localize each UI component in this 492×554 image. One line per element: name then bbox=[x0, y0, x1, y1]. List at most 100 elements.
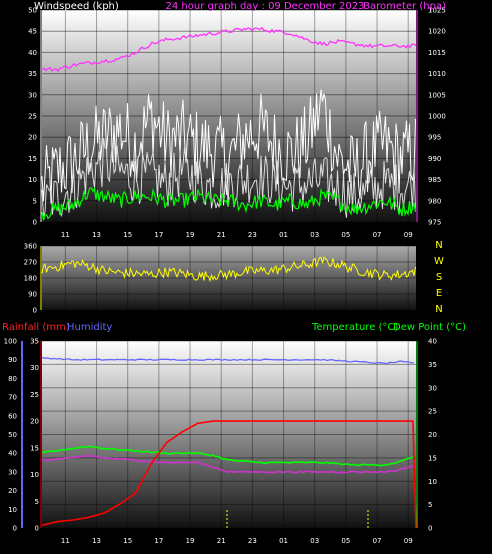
windspeed-tick-label: 45 bbox=[28, 28, 37, 36]
direction-plot-area bbox=[42, 246, 416, 310]
windspeed-tick-label: 50 bbox=[28, 7, 37, 15]
humidity-line bbox=[41, 356, 415, 365]
temperature-tick-label: 15 bbox=[428, 454, 437, 462]
temperature-legend: Temperature (°C) bbox=[311, 322, 398, 333]
rainfall-tick-label: 15 bbox=[30, 444, 39, 452]
windspeed-tick-label: 30 bbox=[28, 91, 37, 99]
barometer-tick-label: 1020 bbox=[428, 28, 446, 36]
humidity-tick-label: 90 bbox=[8, 356, 17, 364]
temperature-tick-label: 30 bbox=[428, 384, 437, 392]
windspeed-axis-title: Windspeed (kph) bbox=[34, 1, 119, 12]
direction-axes: 0 90 180 270 360 bbox=[24, 243, 42, 315]
barometer-tick-label: 985 bbox=[428, 176, 441, 184]
windspeed-x-tick-label: 11 bbox=[61, 231, 70, 239]
windspeed-tick-label: 5 bbox=[33, 197, 37, 205]
barometer-tick-label: 1005 bbox=[428, 91, 446, 99]
humidity-tick-label: 20 bbox=[8, 487, 17, 495]
rainfall-tick-label: 0 bbox=[35, 525, 39, 533]
windspeed-x-tick-label: 15 bbox=[123, 231, 132, 239]
barometer-tick-label: 980 bbox=[428, 197, 441, 205]
direction-tick-label: 360 bbox=[24, 243, 37, 251]
rainfall-tick-label: 10 bbox=[30, 471, 39, 479]
rainfall-tick-label: 5 bbox=[35, 498, 39, 506]
windspeed-x-tick-label: 09 bbox=[404, 231, 413, 239]
direction-tick-label: 90 bbox=[28, 291, 37, 299]
humidity-tick-label: 30 bbox=[8, 468, 17, 476]
humidity-tick-label: 0 bbox=[13, 525, 17, 533]
rainfall-tick-label: 30 bbox=[30, 364, 39, 372]
temperature-x-tick-label: 11 bbox=[61, 537, 70, 545]
temperature-x-tick-label: 09 bbox=[404, 537, 413, 545]
windspeed-tick-label: 0 bbox=[33, 219, 37, 227]
windspeed-axes: 0510152025303540455097598098599099510001… bbox=[28, 7, 446, 240]
windspeed-tick-label: 15 bbox=[28, 155, 37, 163]
compass-label: N bbox=[435, 304, 442, 315]
compass-label: E bbox=[436, 288, 442, 299]
windspeed-line bbox=[41, 138, 416, 218]
temperature-x-tick-label: 01 bbox=[279, 537, 288, 545]
direction-tick-label: 270 bbox=[24, 259, 37, 267]
windspeed-tick-label: 25 bbox=[28, 113, 37, 121]
rainfall-tick-label: 20 bbox=[30, 418, 39, 426]
temperature-tick-label: 20 bbox=[428, 431, 437, 439]
chart-date-title: 24 hour graph day : 09 December 2023 bbox=[166, 1, 365, 12]
humidity-tick-label: 60 bbox=[8, 412, 17, 420]
direction-series bbox=[41, 256, 416, 283]
temperature-tick-label: 10 bbox=[428, 478, 437, 486]
temperature-x-tick-label: 07 bbox=[373, 537, 382, 545]
windspeed-x-tick-label: 23 bbox=[248, 231, 257, 239]
windspeed-tick-label: 35 bbox=[28, 70, 37, 78]
temperature-x-tick-label: 03 bbox=[310, 537, 319, 545]
windspeed-x-tick-label: 03 bbox=[310, 231, 319, 239]
windspeed-x-tick-label: 19 bbox=[186, 231, 195, 239]
gust-line bbox=[41, 89, 416, 204]
dew-point-line bbox=[41, 454, 415, 474]
temperature-series bbox=[41, 356, 417, 529]
rainfall-tick-label: 35 bbox=[30, 338, 39, 346]
barometer-tick-label: 1025 bbox=[428, 7, 446, 15]
temperature-x-tick-label: 13 bbox=[92, 537, 101, 545]
temperature-x-tick-label: 17 bbox=[154, 537, 163, 545]
windspeed-x-tick-label: 05 bbox=[341, 231, 350, 239]
barometer-tick-label: 1010 bbox=[428, 70, 446, 78]
direction-tick-label: 0 bbox=[33, 307, 37, 315]
temperature-x-tick-label: 15 bbox=[123, 537, 132, 545]
windspeed-x-tick-label: 07 bbox=[373, 231, 382, 239]
temperature-axes: 0510152025303540010203040506070809010005… bbox=[4, 338, 437, 546]
compass-label: N bbox=[435, 240, 442, 251]
humidity-tick-label: 80 bbox=[8, 375, 17, 383]
windspeed-tick-label: 40 bbox=[28, 49, 37, 57]
temperature-x-tick-label: 21 bbox=[217, 537, 226, 545]
rainfall-line bbox=[41, 420, 417, 529]
barometer-tick-label: 990 bbox=[428, 155, 441, 163]
temperature-plot-area bbox=[42, 341, 416, 528]
temperature-x-tick-label: 05 bbox=[341, 537, 350, 545]
humidity-tick-label: 10 bbox=[8, 506, 17, 514]
direction-tick-label: 180 bbox=[24, 275, 37, 283]
compass-label: S bbox=[436, 272, 442, 283]
humidity-tick-label: 70 bbox=[8, 394, 17, 402]
windspeed-x-tick-label: 01 bbox=[279, 231, 288, 239]
dew-point-legend: Dew Point (°C) bbox=[393, 322, 466, 333]
barometer-axis-title: Barometer (hpa) bbox=[363, 1, 446, 12]
humidity-legend: Humidity bbox=[67, 322, 112, 333]
compass-label: W bbox=[434, 256, 444, 267]
windspeed-series bbox=[41, 26, 417, 221]
humidity-tick-label: 40 bbox=[8, 450, 17, 458]
temperature-tick-label: 40 bbox=[428, 338, 437, 346]
wind-direction-line bbox=[41, 256, 416, 283]
barometer-line bbox=[41, 26, 417, 73]
barometer-tick-label: 1000 bbox=[428, 113, 446, 121]
rainfall-legend: Rainfall (mm) bbox=[2, 322, 70, 333]
windspeed-x-tick-label: 21 bbox=[217, 231, 226, 239]
barometer-tick-label: 995 bbox=[428, 134, 441, 142]
windspeed-x-tick-label: 17 bbox=[154, 231, 163, 239]
temperature-grid bbox=[42, 340, 416, 529]
temperature-x-tick-label: 23 bbox=[248, 537, 257, 545]
windspeed-tick-label: 10 bbox=[28, 176, 37, 184]
barometer-tick-label: 1015 bbox=[428, 49, 446, 57]
temperature-tick-label: 0 bbox=[428, 525, 432, 533]
windspeed-x-tick-label: 13 bbox=[92, 231, 101, 239]
